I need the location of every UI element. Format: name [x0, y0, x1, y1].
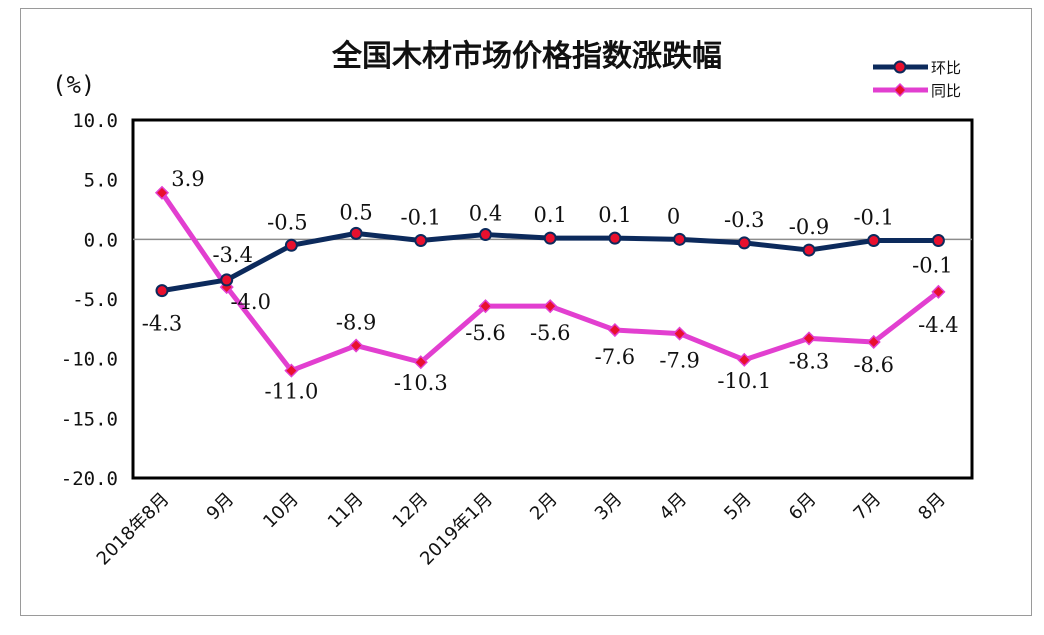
data-label-huanbi: 0.5: [339, 200, 372, 224]
data-label-huanbi: 0.1: [533, 203, 566, 227]
data-label-tongbi: -10.1: [717, 369, 771, 393]
data-point-tongbi: [672, 326, 687, 341]
y-tick-label: -20.0: [61, 468, 118, 490]
data-labels: -4.3 -3.4 -0.5 0.5 -0.1 0.4 0.1 0.1 0 -0.3 -0.9 -0.…: [142, 167, 959, 404]
x-tick-label: 8月: [914, 489, 950, 525]
data-point-huanbi: [155, 284, 169, 298]
data-point-huanbi: [931, 234, 945, 248]
data-label-huanbi: -4.3: [142, 312, 183, 336]
data-label-tongbi: 3.9: [171, 167, 204, 191]
data-point-huanbi: [479, 228, 492, 242]
data-label-huanbi: -0.9: [789, 215, 830, 239]
data-label-tongbi: -5.6: [530, 321, 571, 345]
x-tick-label: 11月: [324, 489, 368, 533]
data-label-huanbi: -0.1: [401, 206, 442, 230]
data-point-huanbi: [220, 273, 234, 287]
data-label-tongbi: -7.9: [659, 349, 700, 373]
chart-title: 全国木材市场价格指数涨跌幅: [331, 39, 722, 74]
data-label-tongbi: -10.3: [394, 371, 448, 395]
x-tick-label: 9月: [203, 489, 239, 525]
data-point-tongbi: [154, 185, 170, 200]
data-label-tongbi: -8.9: [336, 311, 377, 335]
data-point-tongbi: [607, 322, 622, 338]
data-label-tongbi: -4.0: [230, 290, 271, 314]
data-label-tongbi: -4.4: [918, 313, 959, 337]
data-label-tongbi: -5.6: [465, 321, 506, 345]
y-tick-label: 0.0: [84, 229, 118, 251]
data-point-tongbi: [284, 363, 299, 378]
data-label-huanbi: -3.4: [212, 243, 253, 267]
legend-label-huanbi: 环比: [931, 59, 961, 77]
data-label-tongbi: -11.0: [264, 380, 318, 404]
data-label-huanbi: 0.4: [469, 202, 502, 226]
data-point-tongbi: [413, 355, 428, 370]
y-tick-label: -15.0: [61, 408, 118, 430]
data-point-huanbi: [284, 238, 298, 252]
data-point-tongbi: [737, 352, 752, 367]
legend-label-tongbi: 同比: [931, 82, 961, 100]
data-label-huanbi: -0.3: [724, 208, 765, 232]
y-axis: 10.0 5.0 0.0 -5.0 -10.0 -15.0 -20.0: [61, 110, 118, 490]
y-tick-label: 10.0: [72, 110, 118, 132]
y-tick-label: 5.0: [84, 170, 118, 192]
data-point-huanbi: [414, 234, 428, 248]
data-point-tongbi: [801, 331, 817, 346]
x-tick-label: 10月: [259, 489, 303, 533]
data-point-huanbi: [867, 234, 881, 248]
data-label-huanbi: -0.5: [267, 210, 308, 234]
data-label-huanbi: 0: [667, 204, 680, 228]
data-point-huanbi: [673, 232, 687, 246]
legend: 环比 同比: [873, 59, 961, 100]
plot-area: [131, 118, 974, 480]
data-label-tongbi: -8.6: [853, 353, 894, 377]
y-unit-label: (%): [52, 71, 95, 99]
legend-marker-huanbi: [893, 60, 907, 74]
data-point-tongbi: [866, 334, 881, 350]
data-label-huanbi: -0.1: [853, 206, 894, 230]
data-label-tongbi: -7.6: [595, 345, 636, 369]
x-tick-label: 6月: [785, 489, 821, 525]
data-point-huanbi: [349, 226, 363, 240]
x-tick-label: 5月: [720, 489, 756, 525]
data-point-tongbi: [931, 284, 946, 299]
x-tick-label: 3月: [591, 489, 627, 525]
series-group: [154, 185, 946, 378]
x-tick-label: 2018年8月: [93, 489, 174, 570]
data-point-huanbi: [543, 231, 557, 245]
x-tick-label: 12月: [389, 489, 433, 533]
x-tick-label: 2月: [526, 489, 562, 525]
data-point-tongbi: [543, 299, 558, 314]
data-point-huanbi: [737, 236, 751, 250]
y-tick-label: -5.0: [72, 289, 118, 311]
data-point-huanbi: [608, 231, 622, 245]
x-tick-label: 7月: [850, 489, 886, 525]
x-tick-label: 4月: [655, 489, 691, 525]
data-label-huanbi: 0.1: [598, 203, 631, 227]
data-label-tongbi: -8.3: [789, 349, 830, 373]
legend-marker-tongbi: [892, 82, 908, 98]
y-tick-label: -10.0: [61, 349, 118, 371]
data-point-huanbi: [802, 243, 816, 257]
data-point-tongbi: [349, 338, 364, 353]
data-point-tongbi: [478, 299, 493, 314]
data-label-huanbi: -0.1: [912, 254, 953, 278]
